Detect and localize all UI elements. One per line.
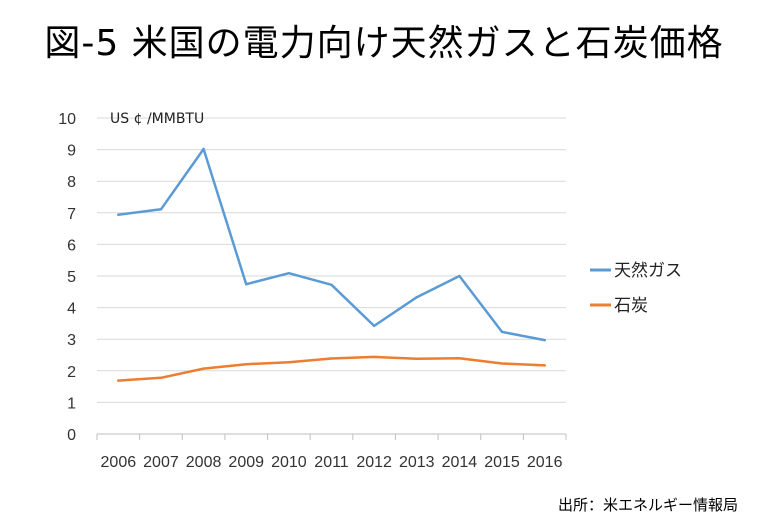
data-point xyxy=(202,367,205,370)
x-tick-label-2009: 2009 xyxy=(228,454,264,471)
y-tick-label-7: 7 xyxy=(67,206,76,223)
y-tick-label-4: 4 xyxy=(67,301,76,318)
data-point xyxy=(159,208,163,211)
data-point xyxy=(159,376,163,379)
x-tick-label-2007: 2007 xyxy=(143,454,179,471)
x-tick-label-2014: 2014 xyxy=(442,454,478,471)
data-point xyxy=(245,283,248,286)
y-axis-unit-label: US ¢ /MMBTU xyxy=(110,111,204,127)
series-lines xyxy=(117,147,546,382)
data-point xyxy=(543,364,546,367)
data-point xyxy=(287,271,291,275)
legend-item-1: 石炭 xyxy=(590,296,648,316)
y-tick-label-6: 6 xyxy=(67,237,76,254)
legend-label: 天然ガス xyxy=(614,261,682,281)
data-point xyxy=(458,274,461,278)
x-tick-label-2011: 2011 xyxy=(314,454,349,471)
gridlines xyxy=(97,117,566,403)
data-point xyxy=(500,330,504,334)
data-point xyxy=(372,324,376,328)
data-point xyxy=(543,338,546,342)
y-tick-label-0: 0 xyxy=(67,427,76,444)
legend-item-0: 天然ガス xyxy=(590,261,682,281)
data-point xyxy=(415,357,418,360)
y-tick-label-8: 8 xyxy=(67,174,76,191)
x-tick-label-2016: 2016 xyxy=(527,454,563,471)
data-point xyxy=(245,362,248,366)
y-tick-label-10: 10 xyxy=(58,111,76,128)
x-tick-labels: 2006 2007 2008 2009 2010 2011 2012 2013 2014 2015… xyxy=(101,454,563,471)
data-point xyxy=(202,147,205,151)
y-tick-label-5: 5 xyxy=(67,269,76,286)
x-tick-label-2013: 2013 xyxy=(399,454,435,471)
data-point xyxy=(500,362,504,365)
axes xyxy=(96,433,567,440)
y-tick-label-9: 9 xyxy=(67,143,76,160)
data-point xyxy=(458,356,461,360)
data-point xyxy=(330,283,333,287)
data-point xyxy=(117,213,120,216)
legend-label: 石炭 xyxy=(614,296,648,316)
x-tick-label-2012: 2012 xyxy=(356,454,392,471)
x-tick-label-2006: 2006 xyxy=(101,454,137,471)
data-point xyxy=(117,379,120,382)
y-tick-label-3: 3 xyxy=(67,332,76,349)
data-point xyxy=(330,357,333,360)
data-point xyxy=(415,295,418,299)
x-tick-label-2008: 2008 xyxy=(186,454,222,471)
chart-title: 図-5 米国の電力向け天然ガスと石炭価格 xyxy=(44,23,724,64)
y-tick-label-1: 1 xyxy=(67,395,76,412)
data-point xyxy=(287,361,291,364)
data-point xyxy=(372,355,376,359)
x-tick-label-2010: 2010 xyxy=(271,454,307,471)
series-line-1 xyxy=(117,355,546,382)
y-tick-label-2: 2 xyxy=(67,364,76,381)
source-note: 出所：米エネルギー情報局 xyxy=(557,496,738,514)
y-tick-labels: 0 1 2 3 4 5 6 7 8 9 10 xyxy=(58,111,76,444)
x-tick-label-2015: 2015 xyxy=(484,454,520,471)
